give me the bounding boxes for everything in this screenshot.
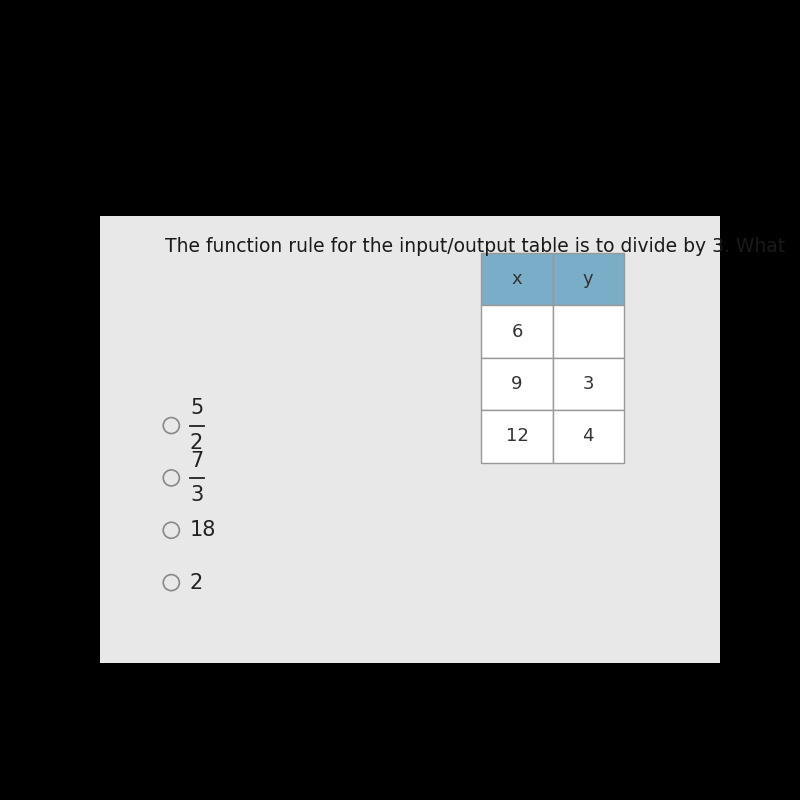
Bar (482, 410, 553, 462)
Bar (100, 216, 720, 662)
Text: 2: 2 (190, 573, 203, 593)
Bar (553, 410, 624, 462)
Text: 7: 7 (190, 450, 203, 470)
Text: 2: 2 (190, 433, 203, 453)
Text: x: x (512, 270, 522, 288)
Text: 5: 5 (190, 398, 203, 418)
Bar (482, 253, 553, 306)
Bar (553, 306, 624, 358)
Bar (553, 358, 624, 410)
Text: 4: 4 (582, 427, 594, 446)
Text: 9: 9 (511, 375, 522, 393)
Text: 3: 3 (582, 375, 594, 393)
Text: The function rule for the input/output table is to divide by 3. What: The function rule for the input/output t… (165, 238, 786, 257)
Text: 6: 6 (511, 322, 522, 341)
Bar (482, 358, 553, 410)
Text: 3: 3 (190, 485, 203, 505)
Text: 18: 18 (190, 520, 216, 540)
Text: y: y (583, 270, 594, 288)
Bar (553, 253, 624, 306)
Bar (482, 306, 553, 358)
Text: 12: 12 (506, 427, 528, 446)
